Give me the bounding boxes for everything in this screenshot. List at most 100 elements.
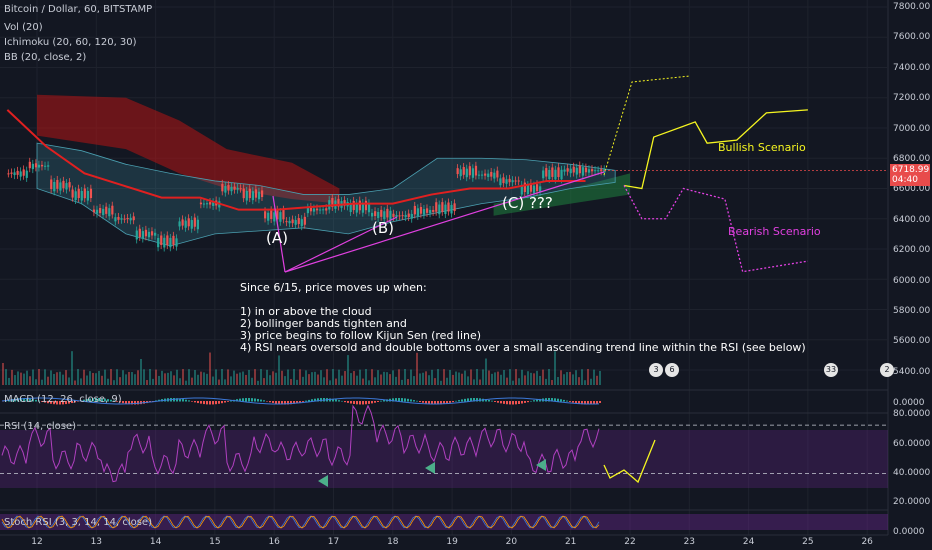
volume-bar <box>227 369 229 385</box>
volume-bar <box>479 379 481 385</box>
volume-bar <box>239 372 241 385</box>
volume-bar <box>401 379 403 385</box>
price-axis-tick: 7800.00 <box>893 2 931 12</box>
candle-body <box>548 169 551 180</box>
volume-bar <box>542 369 544 385</box>
macd-histogram-bar <box>101 398 103 402</box>
indicator-vol-label[interactable]: Vol (20) <box>4 22 43 33</box>
candle-body <box>484 173 487 176</box>
macd-histogram-bar <box>341 400 343 402</box>
candle-body <box>337 198 340 207</box>
candle-body <box>542 170 545 179</box>
price-axis-tick: 6000.00 <box>893 275 931 286</box>
macd-histogram-bar <box>581 401 583 405</box>
volume-bar <box>230 376 232 385</box>
candle-body <box>202 203 206 205</box>
stoch-rsi-pane-label[interactable]: Stoch RSI (3, 3, 14, 14, close) <box>4 517 152 528</box>
candle-body <box>392 213 395 217</box>
volume-bar <box>575 370 577 385</box>
candle-body <box>154 232 157 236</box>
volume-bar <box>2 363 4 385</box>
macd-histogram-bar <box>125 401 127 404</box>
macd-histogram-bar <box>452 401 454 403</box>
volume-bar <box>587 369 589 385</box>
candle-body <box>44 165 47 167</box>
macd-histogram-bar <box>263 400 265 402</box>
volume-bar <box>44 369 46 385</box>
candle-body <box>117 216 120 220</box>
candle-body <box>331 198 334 207</box>
indicator-bb-label[interactable]: BB (20, close, 2) <box>4 52 87 63</box>
macd-histogram-bar <box>41 401 43 402</box>
macd-histogram-bar <box>458 400 460 402</box>
price-axis-tick: 7600.00 <box>893 32 931 43</box>
event-badge-3[interactable]: 33 <box>824 363 838 377</box>
volume-bar <box>308 374 310 385</box>
macd-histogram-bar <box>59 401 61 405</box>
macd-line <box>1 397 600 405</box>
volume-bar <box>215 369 217 385</box>
macd-histogram-bar <box>512 401 514 405</box>
candle-body <box>77 188 80 199</box>
volume-bar <box>218 379 220 385</box>
volume-bar <box>488 370 490 385</box>
macd-histogram-bar <box>530 400 532 402</box>
candle-body <box>444 204 447 215</box>
candle-body <box>141 231 145 239</box>
macd-pane-label[interactable]: MACD (12, 26, close, 9) <box>4 394 122 405</box>
volume-bar <box>482 369 484 385</box>
macd-histogram-bar <box>518 401 520 404</box>
volume-bar <box>86 375 88 385</box>
macd-histogram-bar <box>401 398 403 402</box>
macd-histogram-bar <box>83 399 85 402</box>
candle-body <box>10 172 13 174</box>
chart-title: Bitcoin / Dollar, 60, BITSTAMP <box>4 4 153 15</box>
event-badge-2[interactable]: 6 <box>665 363 679 377</box>
time-axis-tick: 25 <box>802 537 814 547</box>
macd-histogram-bar <box>560 399 562 402</box>
price-axis-tick: 6200.00 <box>893 245 931 256</box>
rsi-line <box>1 404 600 483</box>
volume-bar <box>425 371 427 385</box>
volume-bar <box>305 370 307 385</box>
candle-body <box>254 189 258 198</box>
rsi-axis-tick-20: 20.0000 <box>893 497 931 507</box>
candle-body <box>370 212 374 217</box>
macd-histogram-bar <box>578 401 580 404</box>
macd-histogram-bar <box>302 401 304 402</box>
wave-label-c: (C) ??? <box>502 194 553 212</box>
candle-body <box>111 205 114 215</box>
volume-bar <box>47 376 49 385</box>
macd-histogram-bar <box>104 398 106 402</box>
rsi-pane-label[interactable]: RSI (14, close) <box>4 421 77 432</box>
macd-histogram-bar <box>431 401 433 405</box>
volume-bar <box>329 380 331 385</box>
candle-body <box>367 203 371 213</box>
candle-body <box>432 209 435 212</box>
macd-histogram-bar <box>107 399 109 402</box>
time-axis-tick: 23 <box>683 537 696 547</box>
macd-histogram-bar <box>218 401 220 404</box>
volume-bar <box>509 369 511 385</box>
volume-bar <box>359 369 361 385</box>
volume-bar <box>419 373 421 385</box>
volume-bar <box>206 373 208 385</box>
candle-body <box>453 203 456 212</box>
indicator-ichimoku-label[interactable]: Ichimoku (20, 60, 120, 30) <box>4 37 137 48</box>
time-axis-tick: 12 <box>31 537 43 547</box>
candle-body <box>264 211 267 219</box>
volume-bar <box>416 352 418 385</box>
event-badge-4[interactable]: 2 <box>880 363 894 377</box>
volume-bar <box>461 373 463 385</box>
rsi-axis-tick-60: 60.0000 <box>893 439 931 449</box>
volume-bar <box>545 378 547 385</box>
macd-histogram-bar <box>248 398 250 402</box>
macd-histogram-bar <box>68 401 70 404</box>
volume-bar <box>392 370 394 385</box>
macd-histogram-bar <box>20 398 22 402</box>
volume-bar <box>179 378 181 385</box>
event-badge-1[interactable]: 3 <box>649 363 663 377</box>
candle-body <box>355 203 358 213</box>
